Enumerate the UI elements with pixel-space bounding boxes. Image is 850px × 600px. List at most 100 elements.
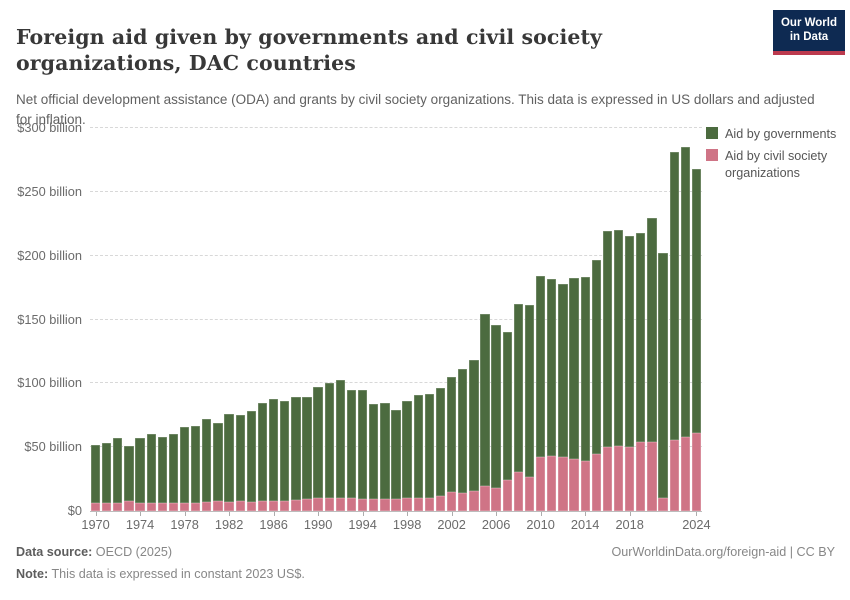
bar-2004[interactable] — [469, 360, 479, 511]
bar-1973[interactable] — [124, 445, 134, 511]
bar-segment-governments-1992[interactable] — [335, 380, 345, 498]
bar-segment-governments-2007[interactable] — [502, 331, 512, 481]
bar-segment-civil-society-1984[interactable] — [246, 502, 256, 511]
bar-segment-governments-2014[interactable] — [580, 276, 590, 462]
bar-segment-governments-1996[interactable] — [380, 402, 390, 499]
bar-segment-civil-society-1985[interactable] — [257, 501, 268, 511]
bar-2009[interactable] — [524, 304, 535, 511]
bar-2006[interactable] — [491, 324, 501, 511]
bar-1980[interactable] — [202, 419, 212, 511]
bar-segment-civil-society-2016[interactable] — [602, 447, 613, 511]
bar-segment-civil-society-1986[interactable] — [268, 500, 279, 511]
bar-segment-governments-2003[interactable] — [458, 369, 468, 493]
bar-segment-governments-1998[interactable] — [402, 401, 412, 499]
bar-segment-civil-society-2021[interactable] — [658, 498, 668, 511]
bar-2008[interactable] — [513, 304, 524, 511]
bar-segment-civil-society-2023[interactable] — [680, 436, 690, 511]
bar-1974[interactable] — [135, 438, 145, 511]
bar-2021[interactable] — [658, 253, 668, 511]
bar-segment-civil-society-1999[interactable] — [413, 498, 423, 511]
bar-segment-civil-society-1983[interactable] — [235, 500, 245, 511]
bar-segment-civil-society-1982[interactable] — [224, 502, 234, 511]
bar-1984[interactable] — [246, 411, 256, 511]
bar-segment-governments-2017[interactable] — [613, 230, 624, 446]
bar-segment-governments-1987[interactable] — [280, 400, 290, 501]
bar-1971[interactable] — [102, 443, 112, 511]
bar-segment-civil-society-1981[interactable] — [213, 501, 223, 511]
bar-segment-civil-society-1975[interactable] — [146, 502, 156, 511]
bar-1987[interactable] — [280, 400, 290, 511]
bar-segment-civil-society-1998[interactable] — [402, 498, 412, 511]
bar-segment-civil-society-2022[interactable] — [669, 439, 679, 511]
bar-segment-civil-society-1989[interactable] — [302, 498, 312, 511]
bar-segment-civil-society-2001[interactable] — [435, 496, 446, 511]
bar-segment-governments-1980[interactable] — [202, 419, 212, 503]
bar-segment-civil-society-2006[interactable] — [491, 488, 501, 511]
bar-segment-governments-1984[interactable] — [246, 411, 256, 503]
bar-2015[interactable] — [591, 259, 601, 511]
bar-segment-governments-2018[interactable] — [625, 235, 635, 448]
bar-segment-civil-society-1992[interactable] — [335, 497, 345, 511]
bar-2014[interactable] — [580, 276, 590, 511]
bar-segment-governments-1994[interactable] — [357, 389, 368, 499]
bar-segment-governments-2020[interactable] — [647, 218, 657, 443]
legend-item-civil-society[interactable]: Aid by civil society organizations — [706, 148, 846, 181]
bar-segment-civil-society-1997[interactable] — [391, 498, 401, 511]
bar-1998[interactable] — [402, 401, 412, 511]
bar-segment-governments-2010[interactable] — [535, 276, 546, 458]
bar-2011[interactable] — [547, 278, 557, 511]
bar-segment-governments-1997[interactable] — [391, 410, 401, 499]
bar-1985[interactable] — [257, 403, 268, 511]
bar-segment-governments-2005[interactable] — [480, 314, 490, 487]
bar-segment-civil-society-1987[interactable] — [280, 500, 290, 511]
bar-segment-governments-1988[interactable] — [291, 397, 301, 500]
bar-segment-civil-society-1970[interactable] — [90, 503, 101, 511]
bar-segment-civil-society-2017[interactable] — [613, 445, 624, 511]
bar-2018[interactable] — [625, 235, 635, 511]
bar-segment-civil-society-2000[interactable] — [424, 498, 435, 511]
bar-segment-civil-society-1996[interactable] — [380, 498, 390, 511]
bar-segment-governments-2011[interactable] — [547, 278, 557, 457]
bar-segment-civil-society-1971[interactable] — [102, 503, 112, 511]
bar-segment-governments-1990[interactable] — [313, 386, 323, 499]
bar-segment-civil-society-1977[interactable] — [168, 502, 179, 511]
bar-segment-civil-society-2015[interactable] — [591, 454, 601, 511]
bar-segment-governments-2001[interactable] — [435, 387, 446, 497]
bar-segment-governments-1986[interactable] — [268, 398, 279, 501]
bar-1983[interactable] — [235, 414, 245, 511]
bar-segment-governments-2024[interactable] — [691, 168, 702, 434]
bar-1994[interactable] — [357, 389, 368, 511]
bar-segment-governments-2008[interactable] — [513, 304, 524, 473]
bar-1972[interactable] — [113, 438, 123, 511]
bar-segment-governments-2006[interactable] — [491, 324, 501, 489]
bar-segment-civil-society-1978[interactable] — [179, 503, 190, 511]
bar-segment-governments-2015[interactable] — [591, 259, 601, 455]
bar-segment-civil-society-2008[interactable] — [513, 472, 524, 511]
bar-segment-civil-society-1972[interactable] — [113, 502, 123, 511]
bar-segment-civil-society-2024[interactable] — [691, 433, 702, 511]
bar-segment-civil-society-2013[interactable] — [569, 458, 579, 511]
bar-2020[interactable] — [647, 218, 657, 511]
bar-segment-governments-2004[interactable] — [469, 360, 479, 491]
bar-1978[interactable] — [179, 427, 190, 511]
bar-segment-governments-2016[interactable] — [602, 231, 613, 448]
footer-credit-link[interactable]: OurWorldinData.org/foreign-aid | CC BY — [611, 545, 835, 559]
bar-segment-civil-society-1973[interactable] — [124, 501, 134, 511]
bar-segment-governments-2000[interactable] — [424, 393, 435, 499]
bar-segment-civil-society-1980[interactable] — [202, 502, 212, 511]
bar-2003[interactable] — [458, 369, 468, 511]
bar-segment-civil-society-2007[interactable] — [502, 480, 512, 511]
bar-segment-governments-1977[interactable] — [168, 434, 179, 503]
bar-segment-governments-1993[interactable] — [346, 390, 357, 499]
bar-1970[interactable] — [90, 444, 101, 511]
bar-segment-governments-1978[interactable] — [179, 427, 190, 504]
bar-segment-civil-society-1976[interactable] — [157, 502, 167, 511]
bar-1979[interactable] — [191, 426, 201, 511]
bar-1986[interactable] — [268, 398, 279, 511]
bar-segment-governments-1973[interactable] — [124, 445, 134, 502]
bar-segment-governments-1971[interactable] — [102, 443, 112, 504]
bar-2013[interactable] — [569, 278, 579, 511]
bar-segment-governments-1981[interactable] — [213, 422, 223, 502]
bar-segment-civil-society-2020[interactable] — [647, 442, 657, 511]
bar-segment-governments-2019[interactable] — [636, 233, 646, 443]
